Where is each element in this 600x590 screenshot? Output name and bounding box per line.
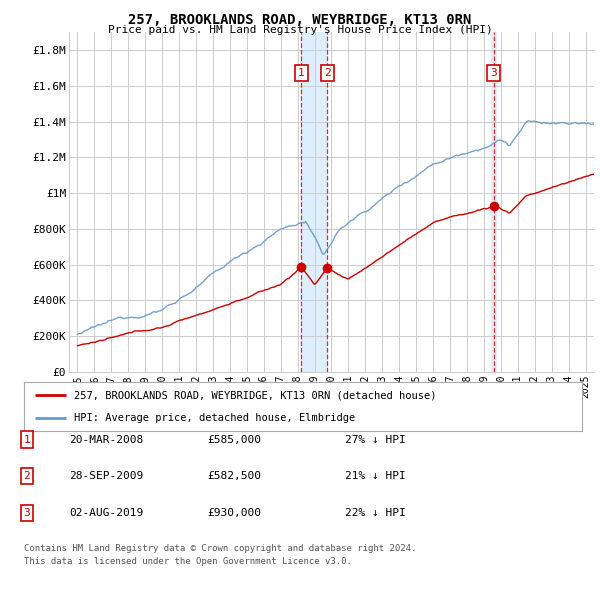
Text: 2: 2 [324, 68, 331, 78]
Text: 21% ↓ HPI: 21% ↓ HPI [345, 471, 406, 481]
Text: 1: 1 [23, 435, 31, 444]
Text: 02-AUG-2019: 02-AUG-2019 [69, 508, 143, 517]
Text: £582,500: £582,500 [207, 471, 261, 481]
Text: 2: 2 [23, 471, 31, 481]
Text: 27% ↓ HPI: 27% ↓ HPI [345, 435, 406, 444]
Text: 28-SEP-2009: 28-SEP-2009 [69, 471, 143, 481]
Text: 20-MAR-2008: 20-MAR-2008 [69, 435, 143, 444]
Text: 3: 3 [490, 68, 497, 78]
Text: £585,000: £585,000 [207, 435, 261, 444]
Text: HPI: Average price, detached house, Elmbridge: HPI: Average price, detached house, Elmb… [74, 412, 355, 422]
Text: Price paid vs. HM Land Registry's House Price Index (HPI): Price paid vs. HM Land Registry's House … [107, 25, 493, 35]
Text: 1: 1 [298, 68, 305, 78]
Text: This data is licensed under the Open Government Licence v3.0.: This data is licensed under the Open Gov… [24, 558, 352, 566]
Text: 3: 3 [23, 508, 31, 517]
Text: 257, BROOKLANDS ROAD, WEYBRIDGE, KT13 0RN (detached house): 257, BROOKLANDS ROAD, WEYBRIDGE, KT13 0R… [74, 391, 437, 401]
Text: 257, BROOKLANDS ROAD, WEYBRIDGE, KT13 0RN: 257, BROOKLANDS ROAD, WEYBRIDGE, KT13 0R… [128, 13, 472, 27]
Bar [491, 32, 496, 372]
Bar [301, 32, 327, 372]
Text: Contains HM Land Registry data © Crown copyright and database right 2024.: Contains HM Land Registry data © Crown c… [24, 544, 416, 553]
Text: £930,000: £930,000 [207, 508, 261, 517]
Text: 22% ↓ HPI: 22% ↓ HPI [345, 508, 406, 517]
